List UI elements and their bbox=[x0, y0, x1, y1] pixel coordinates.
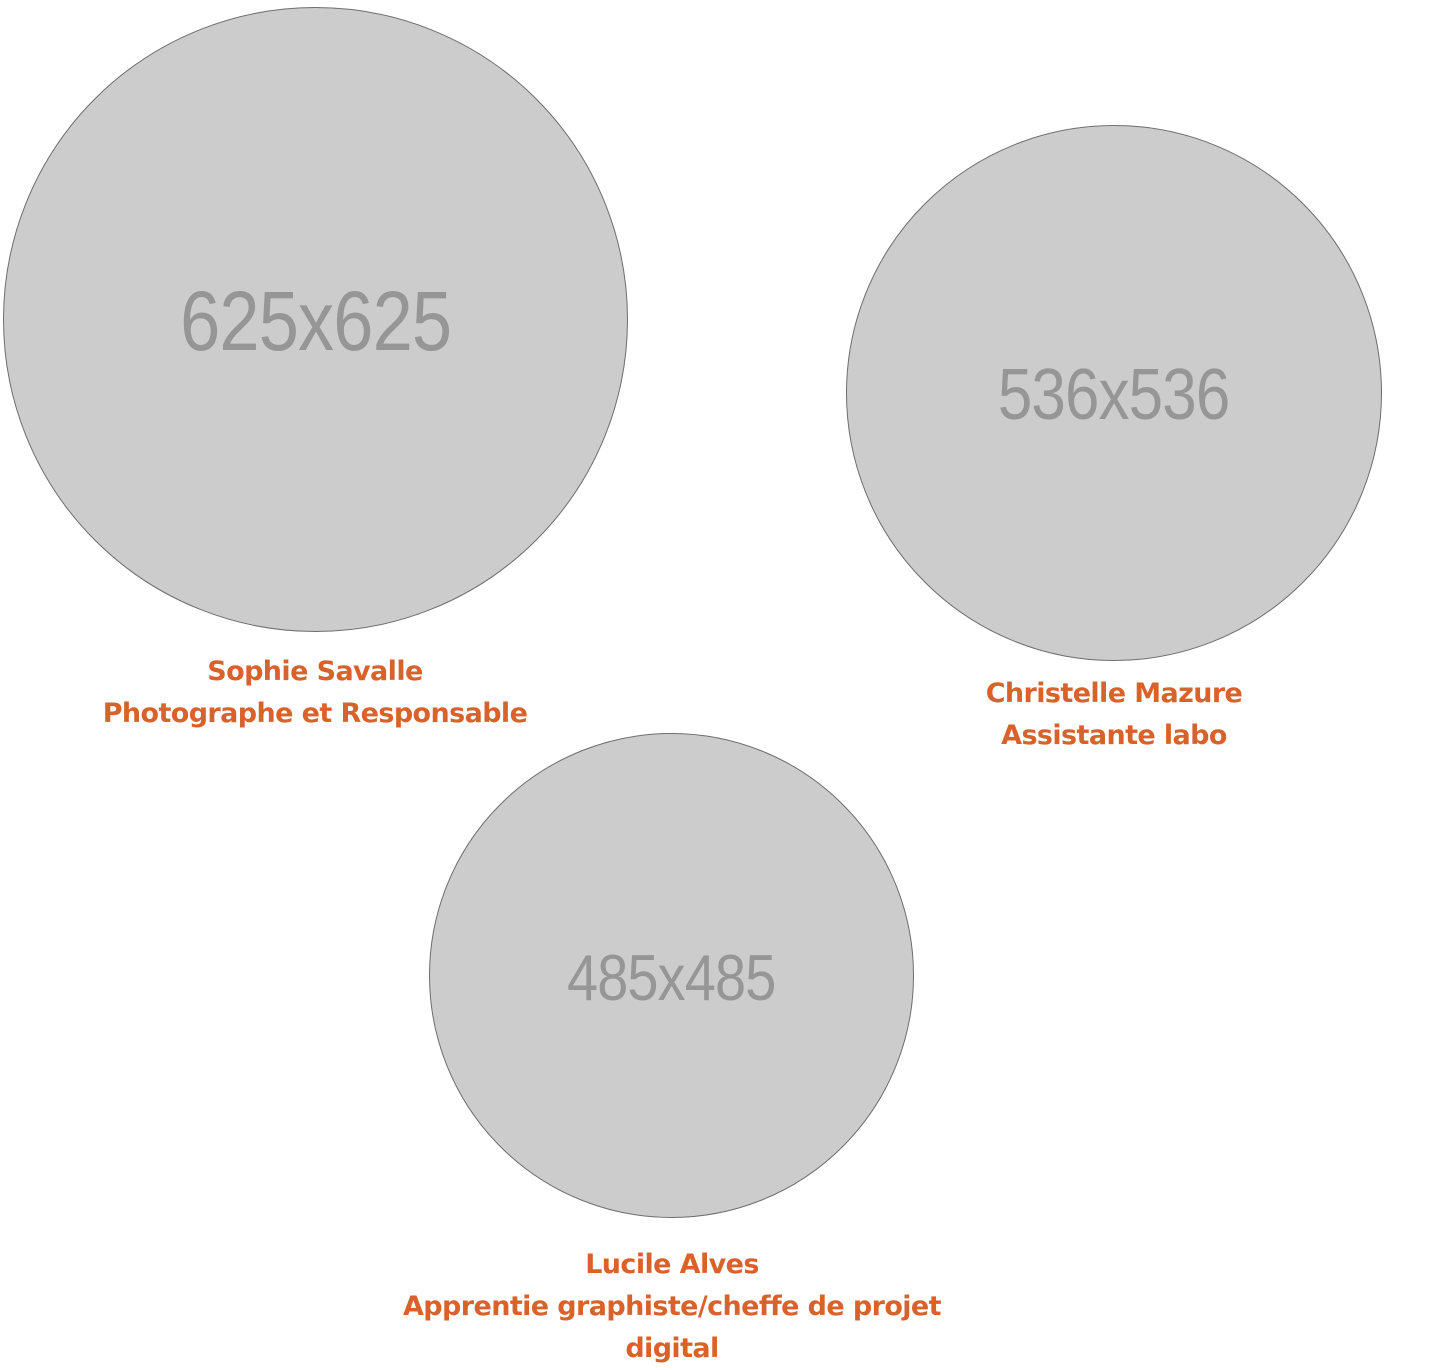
member-caption: Sophie Savalle Photographe et Responsabl… bbox=[15, 651, 615, 735]
member-name: Christelle Mazure bbox=[985, 678, 1243, 709]
member-name: Lucile Alves bbox=[585, 1249, 759, 1280]
member-photo-placeholder: 625x625 bbox=[3, 7, 628, 632]
member-role: Photographe et Responsable bbox=[102, 698, 528, 729]
photo-placeholder-label: 485x485 bbox=[567, 941, 776, 1014]
member-name: Sophie Savalle bbox=[207, 656, 423, 687]
photo-placeholder-label: 536x536 bbox=[998, 355, 1230, 435]
member-role: Assistante labo bbox=[1001, 720, 1227, 751]
member-caption: Christelle Mazure Assistante labo bbox=[864, 673, 1364, 757]
member-caption: Lucile Alves Apprentie graphiste/cheffe … bbox=[372, 1244, 972, 1370]
member-role-line2: digital bbox=[625, 1333, 719, 1364]
photo-placeholder-label: 625x625 bbox=[179, 274, 452, 368]
member-role-line1: Apprentie graphiste/cheffe de projet bbox=[403, 1291, 942, 1322]
member-photo-placeholder: 485x485 bbox=[429, 733, 914, 1218]
member-photo-placeholder: 536x536 bbox=[846, 125, 1382, 661]
